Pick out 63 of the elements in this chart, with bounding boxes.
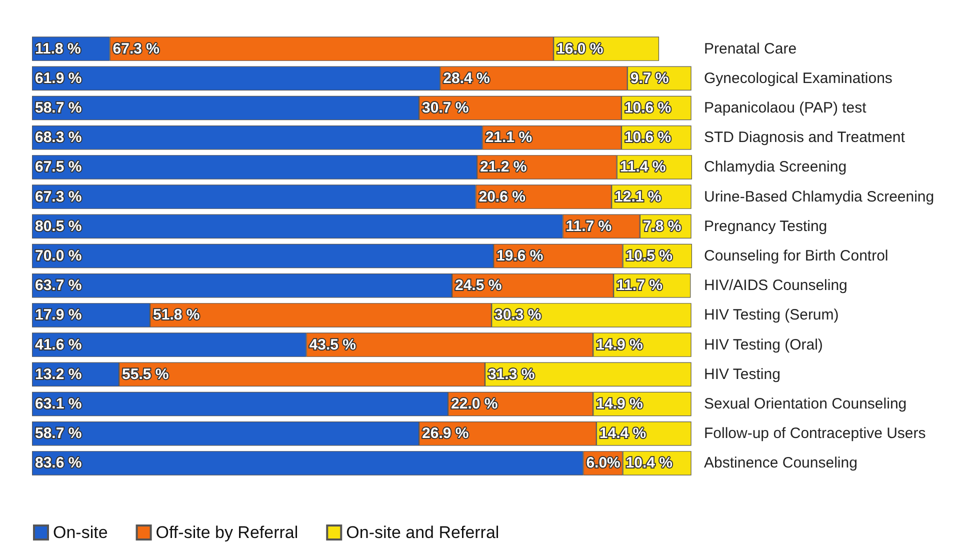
data-label: 21.1 % [485, 129, 532, 146]
data-label: 51.8 % [153, 306, 200, 324]
y-tick-label: Sexual Orientation Counseling [704, 396, 907, 412]
data-label: 30.3 % [494, 306, 542, 324]
data-label: 6.0% [586, 454, 620, 472]
data-label: 21.2 % [480, 158, 527, 176]
data-label: 80.5 % [35, 218, 82, 235]
data-label: 43.5 % [309, 336, 356, 354]
data-label: 67.3 % [35, 188, 82, 206]
data-label: 7.8 % [642, 218, 682, 235]
data-label: 26.9 % [422, 425, 469, 442]
y-tick-label: HIV/AIDS Counseling [704, 277, 848, 294]
data-label: 11.7 % [616, 277, 662, 294]
data-label: 13.2 % [35, 366, 82, 383]
data-label: 83.6 % [35, 454, 82, 472]
data-label: 17.9 % [35, 306, 82, 324]
y-tick-label: Counseling for Birth Control [704, 248, 888, 264]
data-label: 67.5 % [35, 158, 82, 176]
data-label: 9.7 % [630, 70, 669, 87]
data-label: 55.5 % [122, 366, 169, 383]
y-tick-label: Gynecological Examinations [704, 70, 892, 87]
data-label: 63.7 % [35, 277, 82, 294]
data-label: 63.1 % [35, 396, 82, 412]
data-label: 58.7 % [35, 425, 82, 442]
y-tick-label: Abstinence Counseling [704, 454, 858, 472]
y-tick-label: STD Diagnosis and Treatment [704, 129, 906, 146]
data-label: 31.3 % [488, 366, 535, 383]
data-label: 10.6 % [624, 100, 672, 116]
y-tick-label: Follow-up of Contraceptive Users [704, 425, 926, 442]
y-tick-label: Chlamydia Screening [704, 158, 847, 176]
data-label: 19.6 % [496, 248, 544, 264]
y-tick-label: HIV Testing (Serum) [704, 306, 839, 324]
data-label: 20.6 % [478, 188, 526, 206]
data-label: 14.9 % [596, 336, 643, 354]
legend-label: Off-site by Referral [156, 523, 298, 542]
data-label: 11.8 % [35, 40, 81, 58]
data-label: 14.4 % [599, 425, 646, 442]
data-label: 22.0 % [451, 396, 498, 412]
data-label: 70.0 % [35, 248, 82, 264]
data-label: 16.0 % [556, 40, 604, 58]
data-label: 10.4 % [626, 454, 672, 472]
data-label: 30.7 % [422, 100, 469, 116]
data-label: 14.9 % [596, 396, 643, 412]
data-label: 61.9 % [35, 70, 82, 87]
data-label: 10.6 % [624, 129, 672, 146]
y-tick-label: HIV Testing (Oral) [704, 336, 823, 354]
data-label: 28.4 % [443, 70, 490, 87]
data-label: 12.1 % [614, 188, 662, 206]
data-label: 24.5 % [455, 277, 502, 294]
data-label: 67.3 % [112, 40, 160, 58]
y-tick-label: Papanicolaou (PAP) test [704, 100, 868, 116]
data-label: 11.7 % [566, 218, 612, 235]
y-tick-label: Urine-Based Chlamydia Screening [704, 188, 934, 206]
data-label: 11.4 % [620, 158, 666, 176]
data-label: 58.7 % [35, 100, 82, 116]
data-label: 10.5 % [626, 248, 672, 264]
legend-label: On-site [53, 523, 108, 542]
data-label: 41.6 % [35, 336, 82, 354]
data-label: 68.3 % [35, 129, 82, 146]
y-tick-label: HIV Testing [704, 366, 780, 383]
legend-label: On-site and Referral [346, 523, 500, 542]
y-tick-label: Prenatal Care [704, 40, 797, 58]
y-tick-label: Pregnancy Testing [704, 218, 828, 235]
